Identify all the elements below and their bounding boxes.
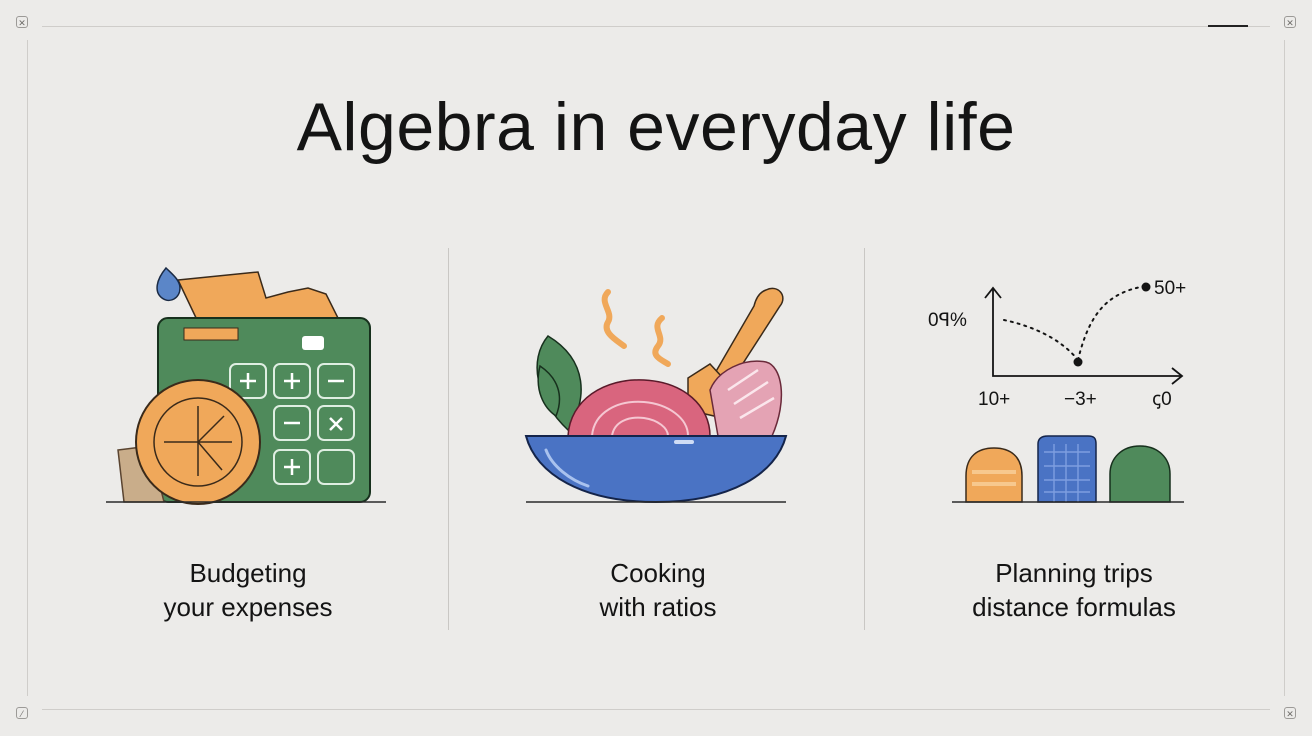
divider	[864, 248, 865, 630]
caption-line: your expenses	[163, 592, 333, 622]
panel-cooking: Cooking with ratios	[448, 240, 868, 640]
caption: Budgeting your expenses	[38, 556, 458, 624]
point-label: 50+	[1154, 278, 1186, 299]
corner-resize-icon[interactable]: ⁄	[16, 707, 28, 719]
frame-top-line	[42, 26, 1270, 27]
line-graph-icon: 0ꟼ% 50+ 10+ −3+ ꞔ0	[928, 278, 1186, 410]
frame-left-line	[27, 40, 28, 696]
caption-line: distance formulas	[972, 592, 1176, 622]
panel-budgeting: Budgeting your expenses	[38, 240, 458, 640]
divider	[448, 248, 449, 630]
caption: Planning trips distance formulas	[864, 556, 1284, 624]
x-tick-label: −3+	[1064, 389, 1097, 410]
frame-bottom-line	[42, 709, 1270, 710]
caption: Cooking with ratios	[448, 556, 868, 624]
frame-right-line	[1284, 40, 1285, 696]
panel-planning: 0ꟼ% 50+ 10+ −3+ ꞔ0 Planning trips distan…	[860, 240, 1280, 640]
corner-close-icon[interactable]: ✕	[1284, 707, 1296, 719]
coin-icon	[135, 379, 261, 505]
calculator-icon	[156, 266, 371, 503]
caption-line: Planning trips	[995, 558, 1153, 588]
page-title: Algebra in everyday life	[296, 89, 1016, 165]
frame-top-accent	[1208, 25, 1248, 27]
x-tick-label: 10+	[978, 389, 1010, 410]
caption-line: with ratios	[599, 592, 717, 622]
x-tick-label: ꞔ0	[1152, 389, 1172, 410]
caption-line: Budgeting	[189, 558, 307, 588]
salad-bowl-icon	[524, 435, 788, 504]
y-axis-label: 0ꟼ%	[928, 310, 967, 331]
corner-close-icon[interactable]: ✕	[16, 16, 28, 28]
buildings-icon	[965, 435, 1171, 503]
corner-close-icon[interactable]: ✕	[1284, 16, 1296, 28]
caption-line: Cooking	[610, 558, 706, 588]
